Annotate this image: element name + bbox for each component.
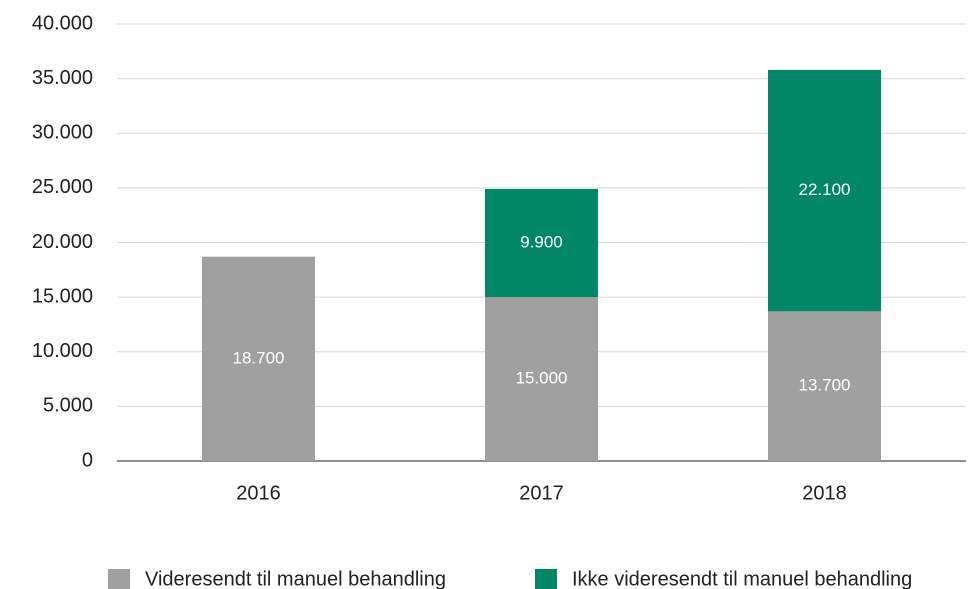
value-label: 15.000 <box>516 369 568 388</box>
y-tick-label: 5.000 <box>43 395 93 417</box>
value-label: 13.700 <box>799 376 851 395</box>
legend-label: Videresendt til manuel behandling <box>145 568 446 589</box>
x-tick-label: 2016 <box>236 482 281 504</box>
value-label: 18.700 <box>233 348 285 367</box>
value-label: 9.900 <box>520 233 563 252</box>
bar-segment <box>485 188 598 298</box>
legend-swatch <box>535 569 557 589</box>
bar-segment <box>202 256 315 461</box>
y-tick-label: 10.000 <box>32 340 93 362</box>
y-tick-label: 40.000 <box>32 12 93 34</box>
value-label: 22.100 <box>799 180 851 199</box>
bar-segment <box>768 69 881 312</box>
y-tick-label: 0 <box>82 449 93 471</box>
legend-label: Ikke videresendt til manuel behandling <box>572 568 912 589</box>
y-tick-label: 15.000 <box>32 285 93 307</box>
y-tick-label: 20.000 <box>32 231 93 253</box>
x-tick-label: 2017 <box>519 482 564 504</box>
x-tick-label: 2018 <box>802 482 847 504</box>
bar-segment <box>485 297 598 461</box>
bar-segment <box>768 311 881 461</box>
y-tick-label: 25.000 <box>32 176 93 198</box>
legend-swatch <box>108 569 130 589</box>
y-tick-label: 30.000 <box>32 122 93 144</box>
y-tick-label: 35.000 <box>32 67 93 89</box>
